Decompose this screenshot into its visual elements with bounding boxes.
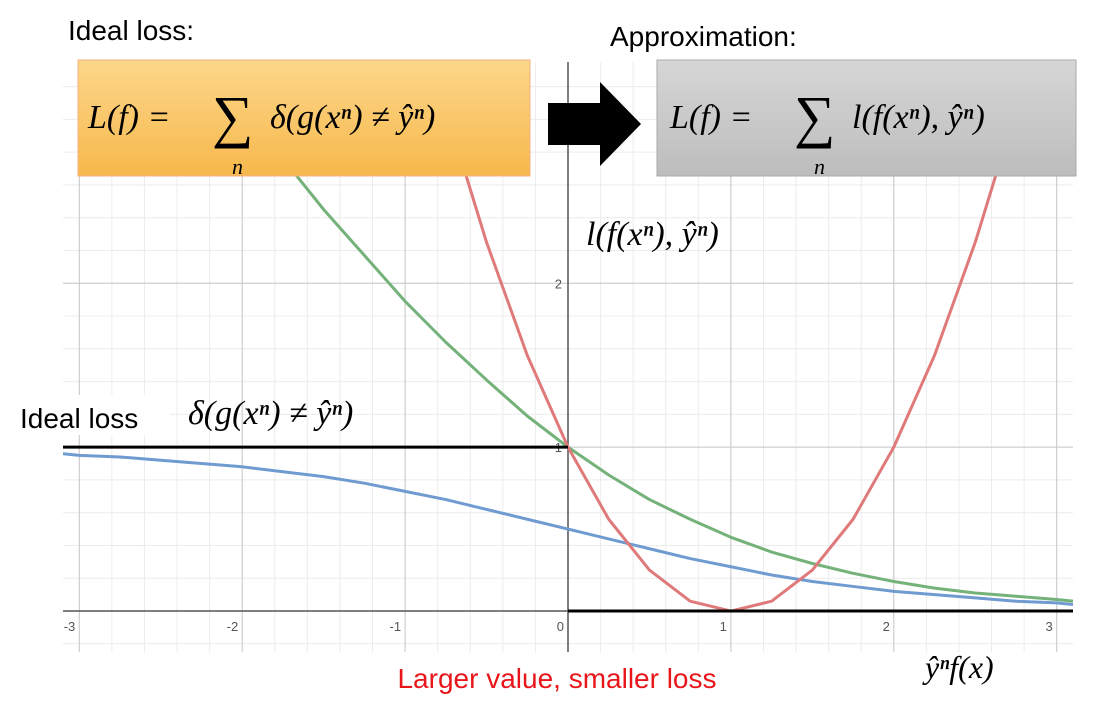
approx-sum: ∑ <box>794 84 835 149</box>
ideal-sum: ∑ <box>212 84 253 149</box>
approx-index: n <box>814 154 825 179</box>
arrow <box>548 82 641 166</box>
x-tick-label: 1 <box>720 619 727 634</box>
y-tick-label: 2 <box>555 276 562 291</box>
annotations: Ideal loss: L(f) = ∑ n δ(g(xⁿ) ≠ ŷⁿ) App… <box>15 15 1077 694</box>
ideal-box <box>77 59 531 177</box>
series-line <box>63 452 1073 606</box>
series-line <box>63 445 1073 613</box>
approx-box <box>656 59 1077 177</box>
x-tick-label: -1 <box>390 619 402 634</box>
ideal-label: Ideal loss <box>20 403 138 434</box>
y-axis-label: l(f(xⁿ), ŷⁿ) <box>586 216 719 253</box>
approx-heading: Approximation: <box>610 21 797 52</box>
x-tick-label: 2 <box>883 619 890 634</box>
ideal-index: n <box>232 154 243 179</box>
x-tick-label: 3 <box>1045 619 1052 634</box>
label-bg <box>15 395 170 435</box>
approx-rhs: l(f(xⁿ), ŷⁿ) <box>852 99 985 136</box>
approx-lhs: L(f) = <box>669 99 752 136</box>
ideal-rhs: δ(g(xⁿ) ≠ ŷⁿ) <box>270 99 435 136</box>
x-tick-label: -3 <box>64 619 76 634</box>
x-tick-label: 0 <box>557 619 564 634</box>
x-axis-label: ŷⁿf(x) <box>922 649 994 685</box>
ideal-label-formula: δ(g(xⁿ) ≠ ŷⁿ) <box>188 395 353 432</box>
ideal-lhs: L(f) = <box>87 99 170 136</box>
ideal-heading: Ideal loss: <box>68 15 194 46</box>
note: Larger value, smaller loss <box>397 663 716 694</box>
x-tick-label: -2 <box>227 619 239 634</box>
